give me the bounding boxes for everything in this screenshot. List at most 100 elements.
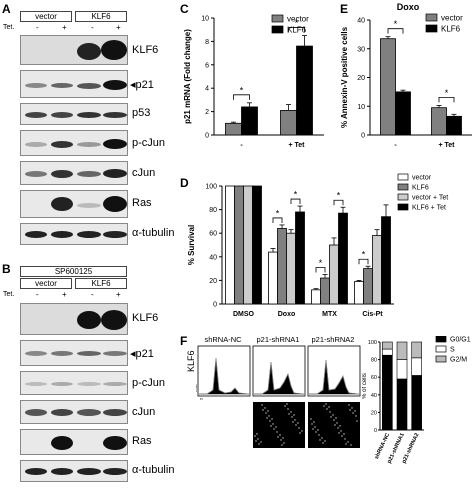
fluorescence-image [308,402,360,448]
y-tick-label: 0 [374,428,377,434]
legend-label: KLF6 [287,26,307,35]
cell-speck [315,431,317,433]
band [77,468,101,475]
y-tick-label: 100 [205,184,217,191]
legend-swatch [397,173,409,181]
cell-speck [340,430,342,432]
cell-speck [313,421,315,423]
band [103,351,127,356]
cell-speck [272,423,274,425]
cell-speck [355,415,357,417]
cell-speck [311,423,313,425]
blot-b-strip-cjun [20,400,128,424]
blot-b-label-p21: ◂p21 [130,348,154,360]
bar [381,216,391,305]
significance-bracket [387,28,404,34]
legend-swatch [397,203,409,211]
cell-speck [356,420,358,422]
band [77,112,101,118]
legend-swatch [397,183,409,191]
cell-speck [352,412,354,414]
cell-speck [293,414,295,416]
band [77,203,101,208]
cell-speck [301,430,303,432]
blot-a-lane-1: - [36,23,39,32]
blot-a-label-tubulin: α-tubulin [132,227,175,239]
blot-a-strip-pcjun [20,130,128,156]
blot-a-label-ras: Ras [132,197,152,209]
significance-label: * [337,191,341,201]
legend-swatch [425,13,438,22]
band [103,231,127,238]
bar [311,289,321,305]
cell-speck [288,413,290,415]
bar [252,185,262,305]
cell-speck [329,411,331,413]
bar [338,212,348,305]
cell-speck [321,437,323,439]
cell-speck [279,434,281,436]
band [51,231,73,238]
cell-speck [354,410,356,412]
blot-b-strip-tubulin [20,460,128,482]
stacked-bar-segment [396,359,408,380]
cell-speck [349,409,351,411]
stacked-bar-segment [396,378,408,431]
band [77,142,101,147]
band [77,83,101,89]
cell-speck [333,419,335,421]
significance-bracket [333,199,344,206]
flow-panel-label: p21-shRNA2 [312,335,355,344]
flow-panel-label: shRNA-NC [204,335,242,344]
y-tick-label: 60 [371,375,377,381]
band [25,171,47,177]
band [51,382,73,386]
bar [295,211,305,305]
significance-label: * [319,258,323,268]
cell-speck [277,436,279,438]
cell-speck [343,433,345,435]
cell-speck [299,432,301,434]
band [51,112,73,118]
cell-speck [351,407,353,409]
legend-swatch [435,345,447,353]
blot-b-label-ras: Ras [132,435,152,447]
cell-speck [261,404,263,406]
band [51,197,73,211]
blot-a-label-p53: p53 [132,107,151,119]
band [103,436,127,450]
cell-speck [260,441,262,443]
blot-a-group-klf6: KLF6 [75,11,127,22]
legend-swatch [397,193,409,201]
bar [280,110,297,136]
blot-a-strip-cjun [20,161,128,185]
bar [225,122,242,136]
bar [363,268,373,305]
band [51,141,73,148]
y-tick-label: 6 [205,62,209,69]
stacked-bar-segment [411,375,422,431]
cell-speck [310,418,312,420]
cell-speck [322,442,324,444]
cell-speck [270,425,272,427]
y-tick-label: 20 [209,278,217,285]
x-tick-label: Doxo [278,311,296,318]
cell-speck [292,421,294,423]
bar [372,235,382,305]
blot-b-lane-4: + [116,290,121,299]
cell-speck [257,438,259,440]
cell-speck [319,439,321,441]
cell-speck [337,427,339,429]
stacked-bar-segment [382,341,393,350]
blot-a-strip-ras [20,190,128,218]
blot-b-lane-3: - [91,290,94,299]
stacked-bar-segment [382,348,393,356]
cell-speck [266,417,268,419]
band [103,382,127,386]
cell-speck [282,437,284,439]
legend-label: vector [287,15,309,24]
legend-label: vector [412,175,432,182]
legend-label: S [450,347,455,354]
band [25,142,47,147]
